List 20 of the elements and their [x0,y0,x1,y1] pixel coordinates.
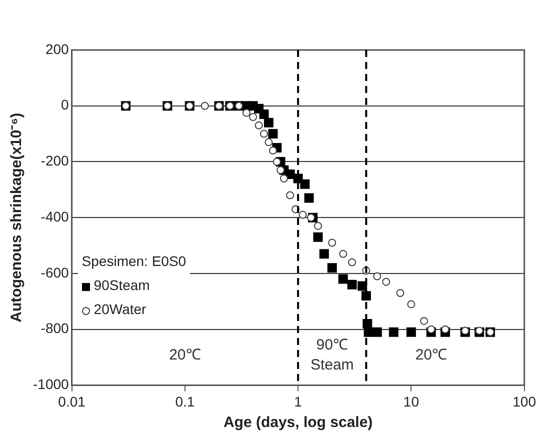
y-tick-label: -1000 [32,376,70,392]
x-axis-title: Age (days, log scale) [223,414,373,432]
y-tick-label: -600 [40,264,70,280]
x-tick-label: 1 [294,393,302,410]
x-tick-label: 0.1 [175,393,195,410]
x-tick-label: 10 [403,393,420,410]
y-tick-label: -800 [40,320,70,336]
y-tick-label: -400 [40,208,70,224]
y-tick-label: -200 [40,152,70,169]
annotation: 90℃ Steam [310,336,354,374]
y-tick-label: 0 [61,96,70,113]
y-tick-label: 200 [45,40,70,57]
annotation: 20℃ [415,346,448,364]
legend-label: 90Steam [92,276,151,296]
legend-label: 20Water [92,300,148,320]
x-tick-label: 0.01 [58,393,86,410]
annotation: 20℃ [169,346,201,364]
legend-title: Spesimen: E0S0 [82,252,186,272]
x-tick-label: 100 [512,393,536,410]
y-axis-title: Autogenous shrinkage(x10⁻⁶) [8,112,26,322]
